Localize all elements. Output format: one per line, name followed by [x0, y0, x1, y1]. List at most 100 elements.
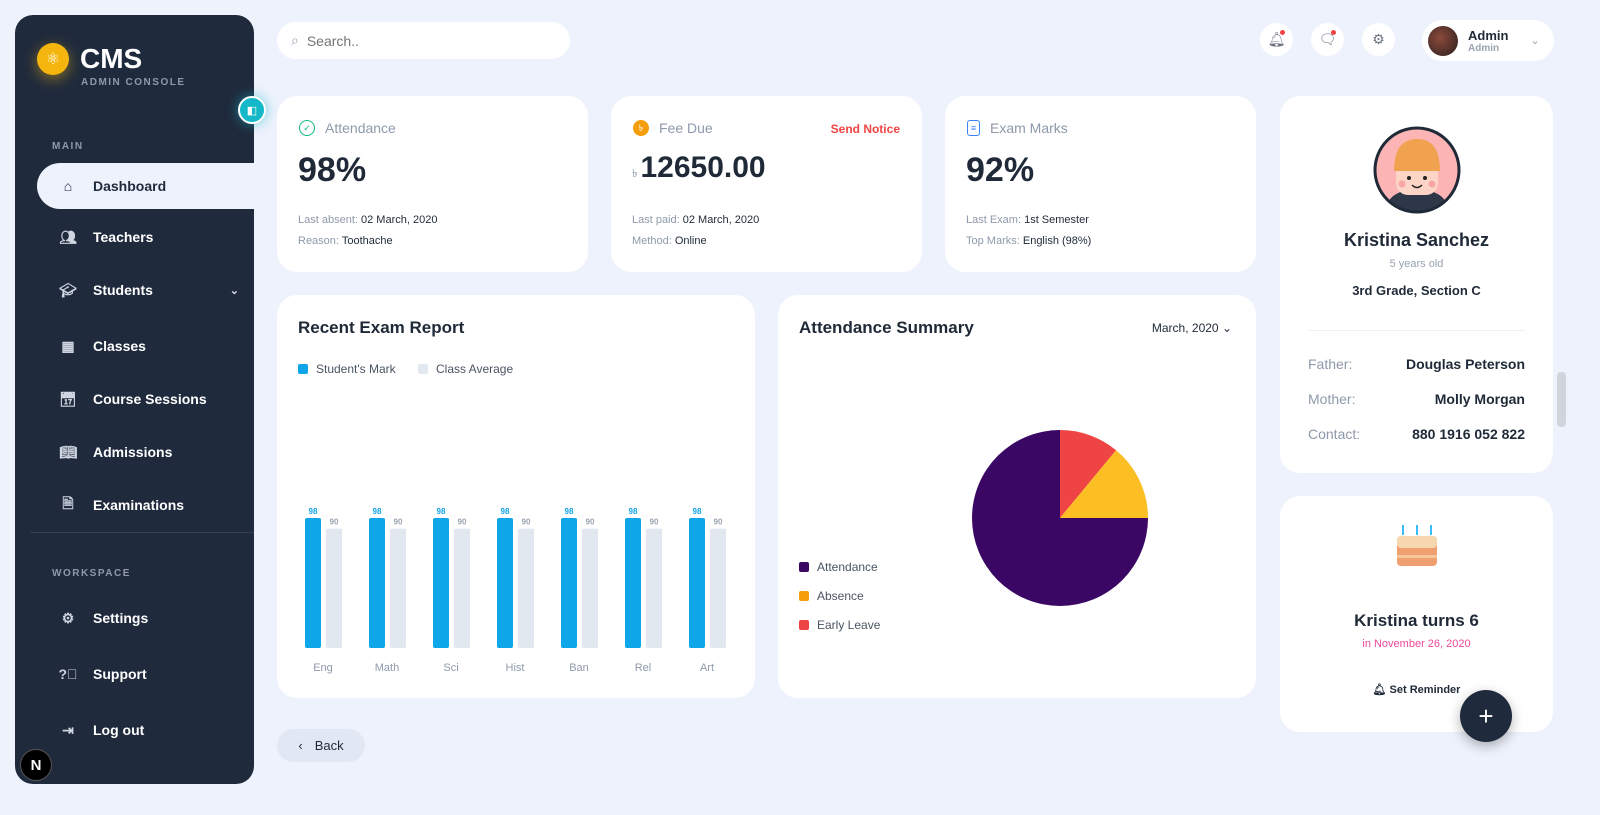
bar-rel-class-average	[646, 528, 662, 648]
bar-value-label: 98	[437, 507, 446, 516]
x-tick-label: Rel	[635, 662, 652, 674]
bar-value-label: 98	[629, 507, 638, 516]
calendar-icon: 📅︎	[59, 390, 77, 407]
chart-title: Recent Exam Report	[298, 318, 465, 337]
bar-chart: 98 90 Eng 98 90 Math 98 90 Sci 98 90 Hist 98 90 Ban 98 9…	[305, 507, 726, 674]
x-tick-label: Hist	[506, 662, 525, 674]
user-menu[interactable]: Admin Admin ⌄	[1422, 20, 1554, 61]
sidebar-item-classes[interactable]: ▦ Classes	[37, 323, 269, 369]
bell-icon: 🔔︎	[1267, 31, 1286, 47]
gear-icon: ⚙	[1372, 31, 1385, 47]
sidebar: ⚛ CMS ADMIN CONSOLE MAIN ⌂ Dashboard 👥︎ Te…	[15, 15, 269, 784]
bar-ban-student-mark	[561, 518, 577, 648]
sidebar-item-students[interactable]: 🎓︎ Students ⌄	[37, 267, 269, 313]
card-title: Exam Marks	[990, 120, 1068, 136]
sidebar-collapse-icon: ◧	[246, 104, 258, 117]
mother-row: Mother: Molly Morgan	[1308, 391, 1525, 407]
sidebar-item-teachers[interactable]: 👥︎ Teachers	[37, 214, 269, 260]
card-title: Fee Due	[659, 120, 713, 136]
users-icon: 👥︎	[59, 228, 77, 245]
legend-class-average: Class Average	[418, 362, 513, 376]
sidebar-item-settings[interactable]: ⚙ Settings	[37, 595, 269, 641]
bar-value-label: 98	[693, 507, 702, 516]
set-reminder-button[interactable]: 🔔︎ Set Reminder	[1372, 684, 1461, 696]
bar-value-label: 90	[394, 518, 403, 527]
contact-row: Contact: 880 1916 052 822	[1308, 426, 1525, 442]
brand-title: CMS	[80, 43, 143, 74]
student-grade: 3rd Grade, Section C	[1352, 283, 1481, 298]
birthday-title: Kristina turns 6	[1354, 611, 1479, 630]
search-bar[interactable]: ⌕	[277, 22, 570, 59]
home-icon: ⌂	[63, 178, 73, 194]
x-tick-label: Ban	[569, 662, 589, 674]
sidebar-item-label: Dashboard	[93, 178, 167, 194]
sidebar-item-logout[interactable]: ⇥ Log out	[37, 707, 269, 753]
search-icon: ⌕	[291, 32, 299, 48]
student-profile-card: Kristina Sanchez 5 years old 3rd Grade, …	[1280, 96, 1553, 473]
exam-report-card: Recent Exam Report Student's Mark Class …	[277, 295, 755, 698]
add-fab-button[interactable]: +	[1460, 690, 1512, 742]
pie-slice-early-leave	[1060, 430, 1117, 518]
grid-icon: ▦	[61, 337, 75, 354]
x-tick-label: Art	[700, 662, 714, 674]
logout-icon: ⇥	[62, 721, 74, 738]
bar-value-label: 98	[501, 507, 510, 516]
fee-due-card: ৳ Fee Due Send Notice ৳ 12650.00 Last paid…	[611, 96, 922, 272]
bar-math-student-mark	[369, 518, 385, 648]
section-workspace: WORKSPACE	[52, 568, 131, 579]
x-tick-label: Sci	[443, 662, 458, 674]
pie-slice-attendance	[972, 430, 1148, 606]
exam-value: 92%	[966, 151, 1035, 189]
bell-icon: 🔔︎	[1372, 684, 1387, 696]
exam-marks-card: ≡ Exam Marks 92% Last Exam: 1st Semester …	[945, 96, 1256, 272]
bar-value-label: 98	[565, 507, 574, 516]
attendance-value: 98%	[298, 151, 367, 189]
bar-value-label: 90	[458, 518, 467, 527]
sidebar-item-examinations[interactable]: 🗎 Examinations	[37, 482, 269, 528]
sidebar-item-course-sessions[interactable]: 📅︎ Course Sessions	[37, 376, 269, 422]
last-paid: 02 March, 2020	[682, 214, 760, 226]
gear-icon: ⚙	[61, 609, 75, 626]
taka-coin-icon: ৳	[633, 120, 649, 136]
notifications-button[interactable]: 🔔︎	[1260, 23, 1293, 56]
currency-symbol: ৳	[632, 168, 638, 180]
settings-button[interactable]: ⚙	[1362, 23, 1395, 56]
chevron-down-icon: ⌄	[1221, 321, 1232, 335]
sidebar-item-label: Students	[93, 282, 153, 298]
fee-value: 12650.00	[640, 151, 766, 184]
bar-value-label: 90	[714, 518, 723, 527]
sidebar-item-support[interactable]: ?⃝ Support	[37, 651, 269, 697]
period-select[interactable]: March, 2020 ⌄	[1151, 321, 1232, 335]
bar-art-class-average	[710, 528, 726, 648]
attendance-summary-card: Attendance Summary March, 2020 ⌄ Attenda…	[778, 295, 1256, 698]
bar-value-label: 90	[586, 518, 595, 527]
send-notice-link[interactable]: Send Notice	[830, 122, 900, 136]
book-open-icon: 📖︎	[59, 443, 77, 460]
graduation-cap-icon: 🎓︎	[59, 281, 77, 298]
back-button[interactable]: ‹ Back	[277, 729, 365, 762]
bar-value-label: 98	[373, 507, 382, 516]
plus-icon: +	[1478, 700, 1494, 731]
sidebar-item-label: Support	[93, 666, 147, 682]
sidebar-item-label: Examinations	[93, 497, 185, 513]
scrollbar[interactable]	[1557, 372, 1566, 427]
bar-ban-class-average	[582, 528, 598, 648]
messages-button[interactable]: 🗨︎	[1311, 23, 1344, 56]
divider	[1308, 330, 1525, 331]
bar-sci-student-mark	[433, 518, 449, 648]
sidebar-item-admissions[interactable]: 📖︎ Admissions	[37, 429, 269, 475]
check-circle-icon: ✓	[299, 120, 315, 136]
bar-art-student-mark	[689, 518, 705, 648]
pie-chart	[972, 430, 1148, 606]
bar-rel-student-mark	[625, 518, 641, 648]
n-badge-icon[interactable]: N	[20, 749, 52, 781]
birthday-date: in November 26, 2020	[1362, 638, 1471, 650]
pie-slice-absence	[1060, 450, 1148, 518]
sidebar-item-dashboard[interactable]: ⌂ Dashboard	[37, 163, 269, 209]
bar-math-class-average	[390, 528, 406, 648]
student-name: Kristina Sanchez	[1343, 230, 1490, 250]
sidebar-item-label: Course Sessions	[93, 391, 207, 407]
chevron-down-icon: ⌄	[1530, 35, 1540, 47]
search-input[interactable]	[306, 32, 537, 49]
collapse-sidebar-button[interactable]: ◧	[238, 96, 266, 124]
